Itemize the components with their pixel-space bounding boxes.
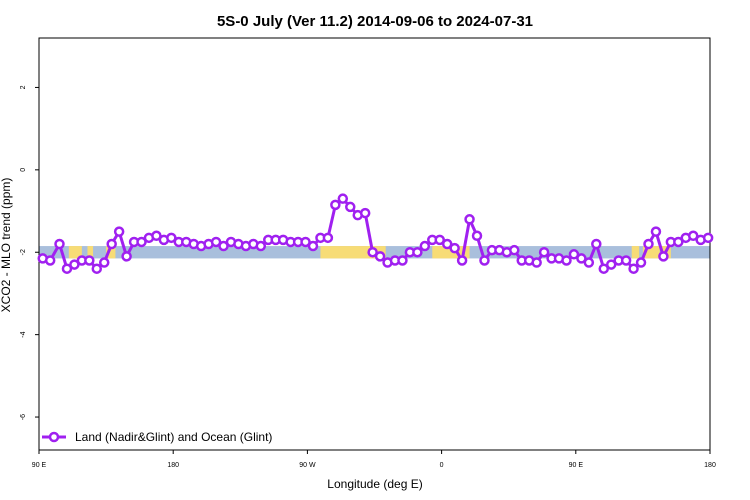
data-point [538,246,550,258]
series-layer [37,193,714,274]
x-tick-label: 90 E [32,462,47,469]
data-point [687,230,699,242]
data-point [359,207,371,219]
data-point [643,238,654,250]
y-tick-label: -4 [20,331,27,337]
data-point [441,238,453,250]
y-tick-label: -6 [20,414,27,420]
data-point [464,214,475,225]
data-point [121,251,132,262]
y-tick-label: -2 [20,249,27,255]
data-point [61,263,73,274]
data-point [531,257,542,268]
x-tick-label: 90 E [569,462,584,469]
data-point [91,263,103,274]
y-axis-label: XCO2 - MLO trend (ppm) [0,178,13,313]
data-point [568,249,580,260]
data-point [509,244,520,256]
data-point [598,263,610,274]
data-point [330,199,341,211]
data-point [434,234,445,246]
data-point [218,240,229,252]
data-point [113,226,125,237]
x-tick-label: 90 W [299,462,316,469]
data-point [471,230,483,242]
data-point [54,238,65,250]
data-point [650,226,662,237]
x-tick-label: 0 [440,462,444,469]
data-point [412,246,423,258]
plot-frame [38,37,711,451]
data-point [591,238,602,250]
band-land-segment [106,246,116,259]
data-point [44,255,56,266]
x-tick-label: 180 [167,462,179,469]
data-point [136,236,147,248]
data-point [561,255,572,266]
data-point [397,255,408,266]
data-point [300,236,311,248]
band-land-segment [631,246,640,259]
data-point [479,255,490,266]
data-point [69,259,80,270]
data-point [166,232,177,244]
data-point [106,238,117,250]
legend-marker-swatch [48,431,60,443]
data-point [673,236,684,248]
data-point [345,201,356,213]
data-point [658,251,669,262]
data-point [605,259,617,270]
x-tick-label: 180 [704,462,716,469]
data-point [583,257,595,268]
chart-title: 5S-0 July (Ver 11.2) 2014-09-06 to 2024-… [217,13,533,30]
y-axis: -6 -4 -2 0 2 [20,85,39,420]
data-point [255,240,267,252]
data-point [702,232,714,244]
data-point [337,193,349,204]
data-point [307,240,319,252]
data-point [620,255,632,266]
data-point [210,236,222,248]
legend-label: Land (Nadir&Glint) and Ocean (Glint) [75,430,272,444]
data-point [449,242,460,254]
data-point [84,255,95,266]
data-point [456,255,468,266]
data-point [98,257,110,268]
band-land-segment [68,246,82,259]
x-axis: 90 E 180 90 W 0 90 E 180 [32,450,716,469]
x-axis-label: Longitude (deg E) [327,477,422,491]
band-land-segment [87,246,94,259]
legend: Land (Nadir&Glint) and Ocean (Glint) [42,430,272,444]
y-tick-label: 0 [20,168,27,172]
data-point [419,240,431,252]
data-point [374,251,386,262]
data-point [367,246,378,258]
data-point [576,253,587,264]
data-point [151,230,162,242]
data-point [322,232,334,244]
data-point [635,257,647,268]
data-point [628,263,639,274]
y-tick-label: 2 [20,85,27,89]
